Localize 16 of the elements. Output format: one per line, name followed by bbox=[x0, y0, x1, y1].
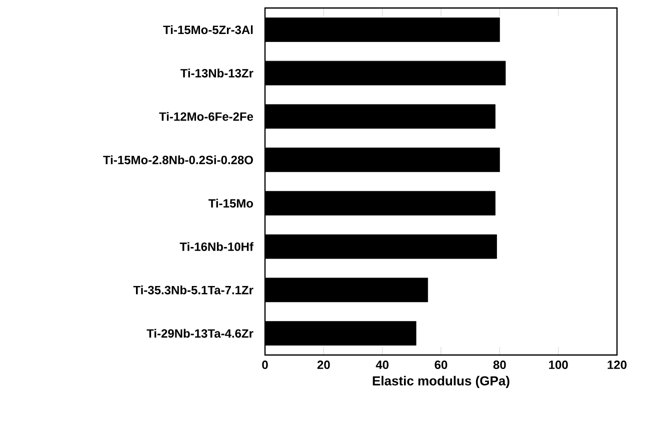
x-axis-title: Elastic modulus (GPa) bbox=[372, 376, 510, 388]
y-tick-label: Ti-15Mo bbox=[208, 198, 253, 208]
x-tick-label: 100 bbox=[549, 360, 568, 370]
x-tick-label: 0 bbox=[262, 360, 268, 370]
x-tick-label: 80 bbox=[493, 360, 506, 370]
x-tick-label: 40 bbox=[376, 360, 389, 370]
y-tick-label: Ti-16Nb-10Hf bbox=[180, 242, 254, 251]
y-tick-label: Ti-13Nb-13Zr bbox=[180, 68, 254, 78]
x-tick-label: 20 bbox=[317, 360, 330, 370]
y-tick-label: Ti-35.3Nb-5.1Ta-7.1Zr bbox=[133, 286, 254, 294]
y-tick-label: Ti-15Mo-5Zr-3Al bbox=[163, 25, 253, 34]
x-tick-label: 60 bbox=[434, 360, 448, 370]
y-tick-label: Ti-15Mo-2.8Nb-0.2Si-0.28O bbox=[103, 155, 253, 164]
y-tick-label: Ti-12Mo-6Fe-2Fe bbox=[159, 112, 254, 121]
x-tick-label: 120 bbox=[608, 360, 627, 370]
y-tick-label: Ti-29Nb-13Ta-4.6Zr bbox=[146, 328, 254, 338]
